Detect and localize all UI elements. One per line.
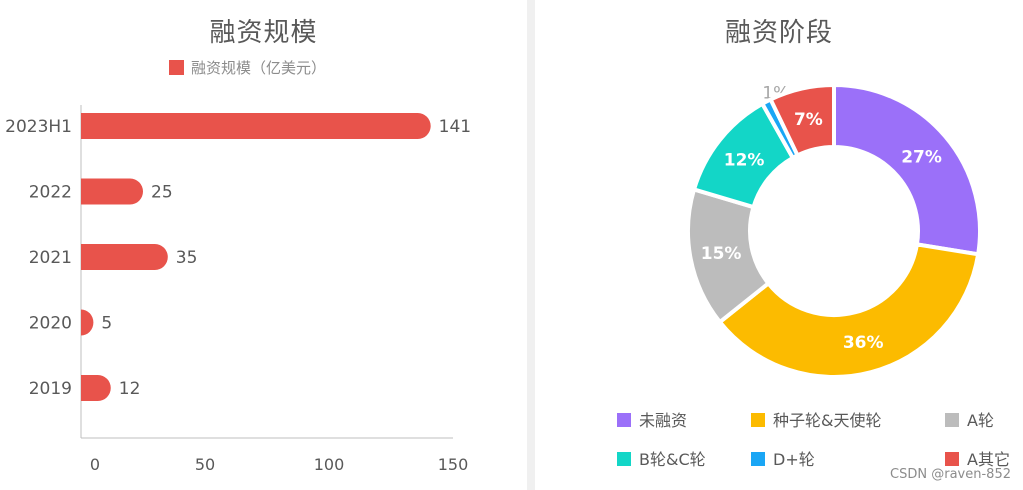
data-label: 35 — [176, 248, 198, 268]
x-tick-label: 150 — [438, 455, 469, 474]
legend-label: B轮&C轮 — [639, 450, 706, 469]
donut-chart-panel: 融资阶段 27% 36% 15% 12% 1% 7% 未融资 种子轮&天使轮 A轮 B轮&C轮 D+… — [535, 0, 1023, 490]
legend-label: 融资规模（亿美元） — [191, 59, 326, 77]
legend-label: D+轮 — [773, 450, 815, 469]
bar-chart-title: 融资规模 — [209, 18, 318, 48]
legend-swatch — [751, 413, 765, 427]
bar — [81, 375, 111, 401]
donut-slice — [832, 82, 982, 257]
slice-label: 12% — [724, 150, 765, 170]
legend-swatch — [751, 452, 765, 466]
legend-swatch — [945, 452, 959, 466]
legend-label: A轮 — [967, 411, 994, 430]
legend-swatch — [169, 60, 184, 75]
y-tick-label: 2019 — [29, 379, 72, 399]
x-tick-label: 100 — [314, 455, 345, 474]
bar — [81, 178, 143, 205]
data-label: 25 — [151, 183, 173, 203]
y-tick-label: 2022 — [29, 183, 72, 203]
y-tick-label: 2020 — [29, 314, 72, 334]
donut-slice — [767, 82, 836, 158]
x-tick-label: 0 — [90, 455, 100, 474]
slice-label: 15% — [701, 244, 742, 264]
legend-swatch — [617, 413, 631, 427]
y-tick-label: 2021 — [29, 248, 72, 268]
legend-swatch — [617, 452, 631, 466]
slice-label: 27% — [901, 147, 942, 167]
watermark: CSDN @raven-852 — [890, 467, 1011, 482]
bar — [81, 309, 94, 336]
data-label: 5 — [101, 314, 112, 334]
x-tick-label: 50 — [195, 455, 215, 474]
slice-label: 36% — [843, 333, 884, 353]
data-label: 141 — [439, 117, 471, 137]
legend-label: A其它 — [967, 450, 1010, 469]
bar-chart: 融资规模（亿美元） 0 50 100 150 2023H1 141 2022 25 2021 35 2… — [5, 59, 471, 474]
donut-chart-title: 融资阶段 — [724, 18, 833, 48]
legend-label: 种子轮&天使轮 — [773, 411, 881, 430]
donut-slice — [717, 242, 981, 379]
bar-chart-panel: 融资规模 融资规模（亿美元） 0 50 100 150 2023H1 141 2022 25 20… — [0, 0, 527, 490]
slice-label: 7% — [794, 110, 823, 130]
bar — [81, 113, 431, 139]
legend-swatch — [945, 413, 959, 427]
bar — [81, 244, 168, 270]
y-tick-label: 2023H1 — [5, 117, 72, 137]
legend-label: 未融资 — [639, 411, 687, 430]
data-label: 12 — [119, 379, 141, 399]
